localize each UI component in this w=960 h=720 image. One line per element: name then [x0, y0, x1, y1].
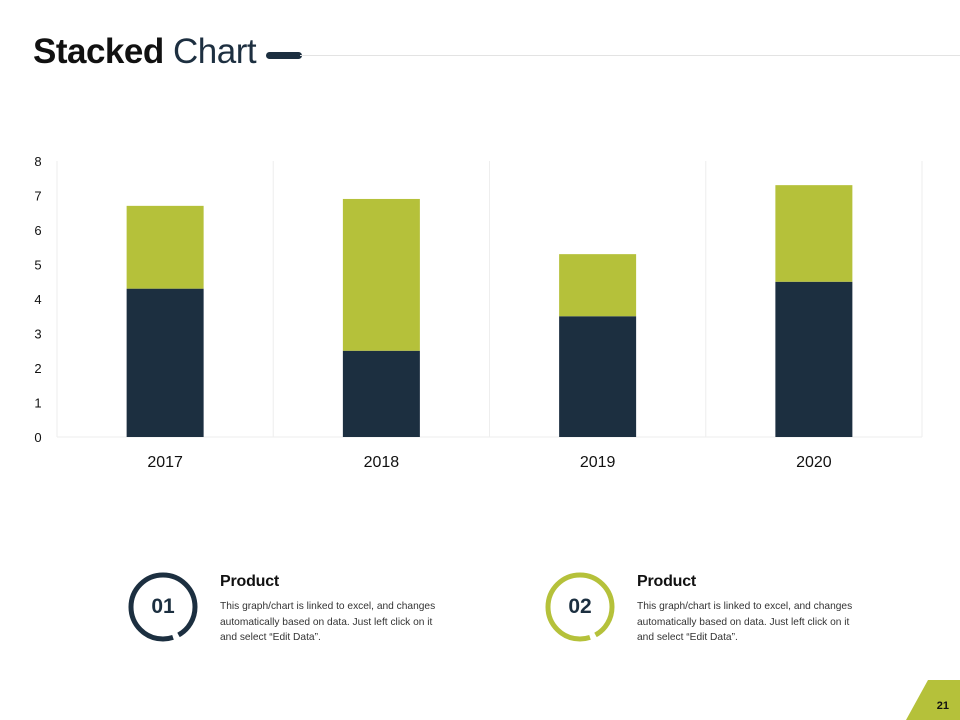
feature-description: This graph/chart is linked to excel, and… [637, 601, 853, 643]
y-tick-label: 5 [34, 258, 41, 273]
y-tick-label: 4 [34, 292, 41, 307]
bar-2018-series-2 [342, 198, 420, 351]
bar-2020-series-2 [775, 185, 853, 282]
y-tick-label: 2 [34, 361, 41, 376]
x-tick-label: 2019 [580, 454, 616, 471]
feature-number: 01 [151, 595, 175, 618]
bar-2017-series-2 [126, 205, 204, 289]
x-tick-label: 2018 [364, 454, 400, 471]
title-divider-line [300, 55, 960, 56]
bar-2019-series-2 [559, 254, 637, 317]
feature-card-2: 02 Product This graph/chart is linked to… [544, 571, 874, 651]
feature-title: Product [220, 573, 280, 590]
feature-number: 02 [568, 595, 592, 618]
y-tick-label: 6 [34, 223, 41, 238]
slide-title-bold: Stacked [33, 32, 164, 71]
y-tick-label: 7 [34, 189, 41, 204]
y-tick-label: 0 [34, 430, 41, 445]
slide-title-regular: Chart [172, 32, 257, 71]
feature-description: This graph/chart is linked to excel, and… [220, 601, 436, 643]
bar-2020-series-1 [775, 281, 853, 437]
y-tick-label: 8 [34, 154, 41, 169]
y-tick-label: 1 [34, 396, 41, 411]
ring-icon [545, 572, 615, 642]
slide-title: Stacked Chart [33, 30, 257, 74]
stacked-bar-chart: 0 1 2 3 4 5 6 7 8 2017 2018 2019 2020 [34, 154, 923, 471]
ring-icon [128, 572, 198, 642]
x-tick-label: 2020 [796, 454, 832, 471]
feature-card-1: 01 Product This graph/chart is linked to… [127, 571, 457, 651]
bar-2017-series-1 [126, 288, 204, 437]
ring-arc [128, 572, 198, 642]
bar-2018-series-1 [342, 350, 420, 437]
feature-title: Product [637, 573, 697, 590]
title-accent-bar [266, 52, 302, 59]
corner-tab [906, 680, 960, 720]
bar-2019-series-1 [559, 316, 637, 437]
y-tick-label: 3 [34, 327, 41, 342]
page-number: 21 [936, 700, 949, 712]
x-tick-label: 2017 [147, 454, 183, 471]
ring-arc [545, 572, 615, 642]
corner-tab-shape [906, 680, 960, 720]
